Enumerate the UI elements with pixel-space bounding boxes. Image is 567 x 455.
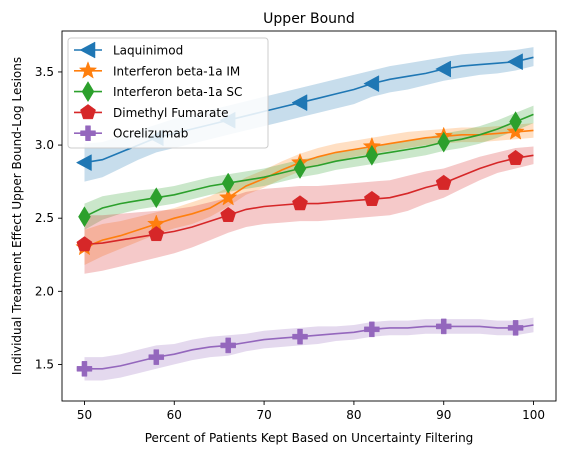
marker-interferon-beta-1a-im bbox=[218, 187, 238, 206]
marker-ocrelizumab bbox=[148, 349, 165, 365]
marker-dimethyl-fumarate bbox=[435, 174, 452, 190]
marker-laquinimod bbox=[291, 94, 308, 112]
legend-box bbox=[67, 37, 269, 149]
marker-dimethyl-fumarate bbox=[292, 195, 308, 211]
legend-label-ocrelizumab: Ocrelizumab bbox=[113, 127, 188, 141]
marker-ocrelizumab bbox=[76, 361, 93, 377]
x-tick-label: 80 bbox=[346, 408, 361, 422]
marker-dimethyl-fumarate bbox=[148, 225, 165, 242]
y-tick-label: 2.5 bbox=[35, 211, 54, 225]
legend-marker-interferon-beta-1a-sc bbox=[81, 81, 95, 103]
marker-interferon-beta-1a-sc bbox=[509, 111, 522, 133]
marker-dimethyl-fumarate bbox=[220, 206, 237, 222]
band-interferon-beta-1a-im bbox=[84, 123, 534, 265]
y-tick-label: 1.5 bbox=[35, 357, 54, 371]
y-tick-label: 3.5 bbox=[35, 65, 54, 79]
x-tick-label: 100 bbox=[522, 408, 545, 422]
marker-interferon-beta-1a-sc bbox=[150, 187, 163, 209]
chart-title: Upper Bound bbox=[263, 11, 355, 27]
marker-interferon-beta-1a-sc bbox=[293, 157, 307, 179]
legend-label-dimethyl-fumarate: Dimethyl Fumarate bbox=[113, 106, 228, 120]
marker-ocrelizumab bbox=[435, 318, 452, 335]
marker-ocrelizumab bbox=[507, 320, 524, 336]
legend-marker-ocrelizumab bbox=[80, 125, 96, 141]
x-axis-ticks: 50 60 70 80 90 100 bbox=[77, 401, 545, 422]
y-tick-label: 2.0 bbox=[35, 284, 54, 298]
legend-marker-dimethyl-fumarate bbox=[80, 104, 96, 120]
marker-dimethyl-fumarate bbox=[76, 236, 93, 252]
legend-label-laquinimod: Laquinimod bbox=[113, 44, 183, 58]
y-axis-ticks: 1.5 2.0 2.5 3.0 3.5 bbox=[35, 65, 62, 371]
marker-ocrelizumab bbox=[220, 337, 236, 354]
legend-label-interferon-beta-1a-sc: Interferon beta-1a SC bbox=[113, 85, 242, 99]
x-axis-label: Percent of Patients Kept Based on Uncert… bbox=[145, 431, 474, 445]
band-dimethyl-fumarate bbox=[84, 146, 534, 274]
marker-laquinimod bbox=[435, 60, 451, 78]
marker-ocrelizumab bbox=[292, 328, 308, 345]
legend: Laquinimod Interferon beta-1a IM Interfero… bbox=[67, 37, 269, 149]
x-tick-label: 60 bbox=[167, 408, 182, 422]
x-tick-label: 50 bbox=[77, 408, 92, 422]
legend-marker-laquinimod bbox=[79, 41, 96, 59]
y-axis-label: Individual Treatment Effect Upper Bound-… bbox=[10, 57, 24, 375]
marker-laquinimod bbox=[363, 75, 380, 93]
marker-interferon-beta-1a-sc bbox=[365, 144, 379, 166]
legend-label-interferon-beta-1a-im: Interferon beta-1a IM bbox=[113, 64, 240, 78]
band-ocrelizumab bbox=[84, 317, 534, 381]
y-tick-label: 3.0 bbox=[35, 138, 54, 152]
x-tick-label: 70 bbox=[256, 408, 271, 422]
marker-dimethyl-fumarate bbox=[364, 190, 380, 206]
band-laquinimod bbox=[84, 47, 534, 182]
marker-laquinimod bbox=[507, 53, 523, 71]
legend-marker-interferon-beta-1a-im bbox=[78, 61, 98, 79]
marker-laquinimod bbox=[75, 154, 92, 172]
marker-dimethyl-fumarate bbox=[507, 149, 524, 165]
marker-interferon-beta-1a-sc bbox=[221, 172, 235, 194]
plot-frame bbox=[61, 30, 557, 402]
marker-interferon-beta-1a-sc bbox=[78, 206, 91, 228]
marker-interferon-beta-1a-sc bbox=[437, 131, 451, 153]
marker-ocrelizumab bbox=[364, 321, 380, 338]
x-tick-label: 90 bbox=[436, 408, 451, 422]
